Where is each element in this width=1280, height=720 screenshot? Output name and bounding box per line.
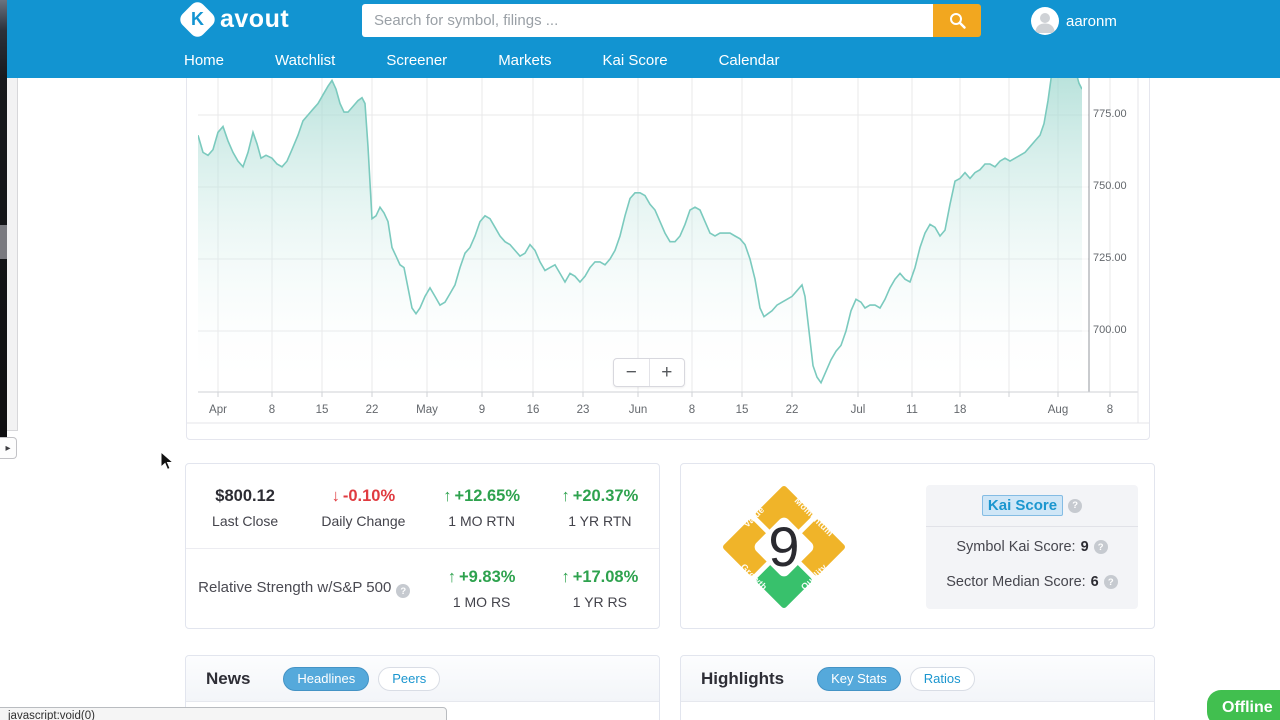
price-stats-panel: $800.12 Last Close ↓ -0.10% Daily Change … bbox=[185, 463, 660, 629]
nav-item-calendar[interactable]: Calendar bbox=[718, 52, 780, 69]
mouse-cursor bbox=[160, 451, 175, 471]
1mo-rtn-value: +12.65% bbox=[454, 487, 521, 505]
price-area-chart[interactable] bbox=[0, 0, 1280, 450]
stats-row-relative-strength: Relative Strength w/S&P 500? ↑ +9.83% 1 M… bbox=[186, 549, 659, 628]
daily-change-label: Daily Change bbox=[321, 513, 406, 529]
help-icon[interactable]: ? bbox=[1103, 575, 1118, 589]
tab-peers[interactable]: Peers bbox=[378, 666, 441, 691]
browser-status-bar: javascript:void(0) bbox=[0, 707, 447, 720]
tab-headlines[interactable]: Headlines bbox=[283, 666, 370, 691]
nav-item-kai-score[interactable]: Kai Score bbox=[602, 52, 668, 69]
edge-gutter bbox=[7, 78, 18, 431]
kai-score-link[interactable]: Kai Score bbox=[981, 495, 1064, 516]
panel-expander-button[interactable]: ▸ bbox=[0, 437, 17, 459]
search-icon bbox=[949, 13, 966, 29]
nav-item-screener[interactable]: Screener bbox=[386, 52, 448, 69]
nav-item-home[interactable]: Home bbox=[184, 52, 225, 69]
news-title: News bbox=[206, 668, 251, 688]
relative-strength-label: Relative Strength w/S&P 500? bbox=[186, 579, 423, 599]
up-arrow-icon: ↑ bbox=[447, 567, 457, 586]
stat-last-close: $800.12 Last Close bbox=[186, 487, 304, 529]
up-arrow-icon: ↑ bbox=[561, 567, 570, 586]
offline-button[interactable]: Offline bbox=[1207, 690, 1280, 720]
1yr-rtn-label: 1 YR RTN bbox=[568, 513, 632, 529]
nav-item-watchlist[interactable]: Watchlist bbox=[275, 52, 336, 69]
tab-ratios[interactable]: Ratios bbox=[909, 666, 975, 691]
search-input[interactable] bbox=[362, 4, 933, 37]
down-arrow-icon: ↓ bbox=[331, 487, 340, 505]
stat-daily-change: ↓ -0.10% Daily Change bbox=[304, 487, 422, 529]
stat-1yr-return: ↑ +20.37% 1 YR RTN bbox=[541, 487, 659, 529]
tab-key-stats[interactable]: Key Stats bbox=[817, 666, 901, 691]
kai-score-number: 9 bbox=[768, 515, 800, 578]
nav-item-markets[interactable]: Markets bbox=[498, 52, 552, 69]
stat-1yr-rs: ↑ +17.08% 1 YR RS bbox=[541, 568, 659, 610]
1mo-rs-label: 1 MO RS bbox=[452, 593, 511, 610]
chart-zoom-control: − + bbox=[613, 358, 685, 387]
edge-scrollbar-thumb[interactable] bbox=[0, 225, 7, 259]
up-arrow-icon: ↑ bbox=[443, 487, 452, 505]
stat-1mo-rs: ↑ +9.83% 1 MO RS bbox=[423, 568, 541, 610]
last-close-value: $800.12 bbox=[215, 487, 275, 505]
1yr-rs-value: +17.08% bbox=[572, 567, 639, 586]
highlights-title: Highlights bbox=[701, 668, 785, 688]
chart-zoom-in-button[interactable]: + bbox=[661, 361, 673, 383]
1mo-rs-value: +9.83% bbox=[459, 567, 516, 586]
symbol-kai-score-row: Symbol Kai Score: 9? bbox=[926, 532, 1138, 562]
stats-divider bbox=[186, 548, 659, 549]
chevron-right-icon: ▸ bbox=[5, 442, 11, 454]
sector-median-score-value: 6 bbox=[1090, 574, 1099, 590]
1yr-rs-label: 1 YR RS bbox=[572, 593, 627, 610]
top-navbar: K avout aaronm Home Watchlist Screener M… bbox=[0, 0, 1280, 78]
last-close-label: Last Close bbox=[212, 513, 279, 529]
up-arrow-icon: ↑ bbox=[561, 487, 570, 505]
search-button[interactable] bbox=[933, 4, 981, 37]
help-icon[interactable]: ? bbox=[1093, 540, 1108, 554]
1yr-rtn-value: +20.37% bbox=[572, 487, 639, 505]
highlights-panel: Highlights Key Stats Ratios bbox=[680, 655, 1155, 720]
main-nav: Home Watchlist Screener Markets Kai Scor… bbox=[184, 48, 779, 73]
kai-score-panel: Value Momentum Growth Quality 9 Kai Scor… bbox=[680, 463, 1155, 629]
person-icon bbox=[1035, 13, 1055, 33]
kavout-logo-icon: K bbox=[176, 0, 219, 41]
help-icon[interactable]: ? bbox=[1068, 498, 1083, 513]
symbol-kai-score-value: 9 bbox=[1080, 539, 1089, 555]
stat-1mo-return: ↑ +12.65% 1 MO RTN bbox=[423, 487, 541, 529]
brand-logo[interactable]: K avout bbox=[176, 0, 289, 41]
user-avatar[interactable] bbox=[1031, 7, 1059, 35]
kai-score-info-box: Kai Score ? Symbol Kai Score: 9? Sector M… bbox=[926, 485, 1138, 609]
chart-zoom-out-button[interactable]: − bbox=[614, 359, 650, 386]
browser-edge-strip bbox=[0, 0, 7, 438]
kai-score-diamond: Value Momentum Growth Quality 9 bbox=[721, 484, 847, 610]
sector-median-score-row: Sector Median Score: 6? bbox=[926, 567, 1138, 597]
stats-row-returns: $800.12 Last Close ↓ -0.10% Daily Change … bbox=[186, 464, 659, 529]
help-icon[interactable]: ? bbox=[396, 584, 411, 599]
daily-change-value: -0.10% bbox=[342, 487, 396, 505]
1mo-rtn-label: 1 MO RTN bbox=[448, 513, 515, 529]
username-label[interactable]: aaronm bbox=[1066, 13, 1117, 30]
